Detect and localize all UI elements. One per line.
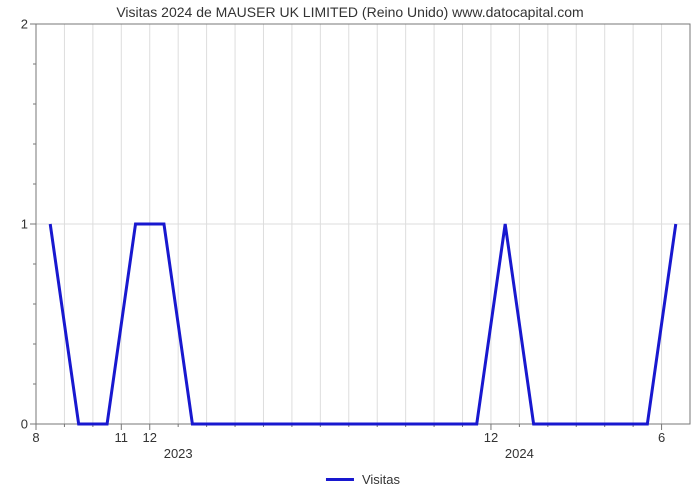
x-year-label: 2024 bbox=[505, 446, 534, 461]
x-tick-label: 8 bbox=[32, 430, 39, 445]
y-tick-label: 1 bbox=[4, 217, 28, 232]
x-tick-label: 12 bbox=[143, 430, 157, 445]
y-tick-label: 2 bbox=[4, 17, 28, 32]
legend: Visitas bbox=[326, 472, 400, 487]
x-tick-label: 6 bbox=[658, 430, 665, 445]
y-tick-label: 0 bbox=[4, 417, 28, 432]
x-tick-label: 12 bbox=[484, 430, 498, 445]
chart-plot bbox=[0, 0, 700, 500]
legend-line bbox=[326, 478, 354, 481]
legend-label: Visitas bbox=[362, 472, 400, 487]
x-tick-label: 11 bbox=[115, 430, 129, 445]
x-year-label: 2023 bbox=[164, 446, 193, 461]
